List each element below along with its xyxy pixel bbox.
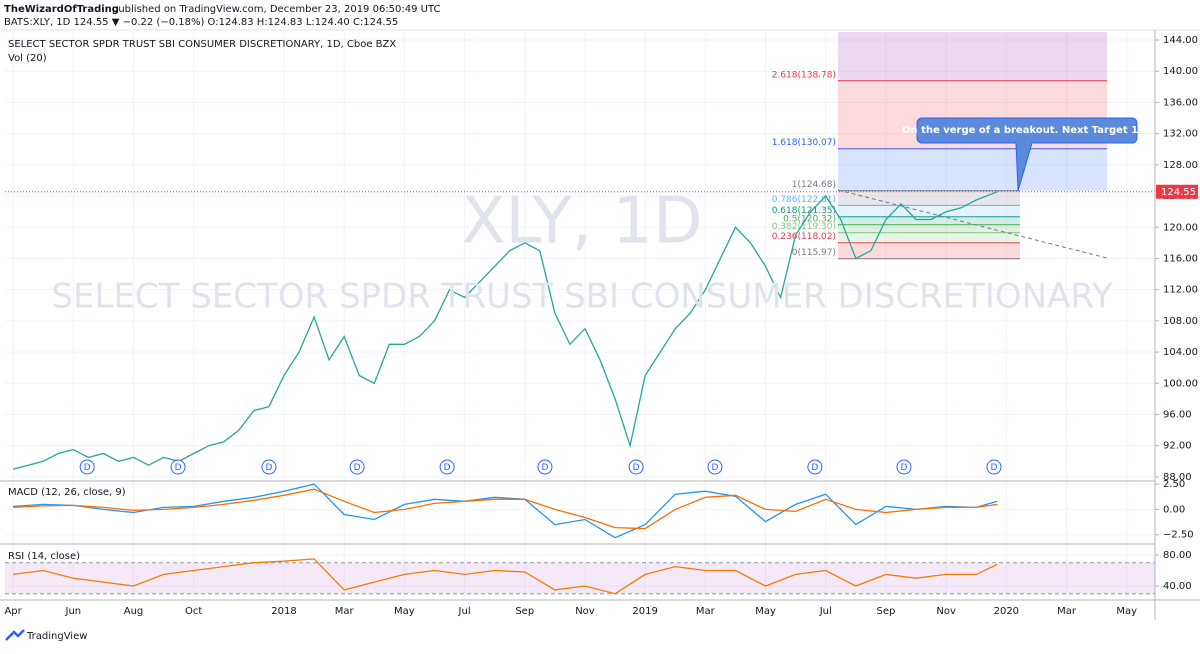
- fib-band: [838, 242, 1020, 259]
- fib-band: [838, 224, 1020, 233]
- x-tick-label: Oct: [185, 606, 202, 617]
- fib-band: [838, 216, 1020, 225]
- dividend-label: D: [541, 463, 548, 473]
- dividend-marker: [439, 459, 455, 475]
- y-tick-label: 100.00: [1163, 378, 1198, 389]
- y-tick-label: 96.00: [1163, 409, 1192, 420]
- fib-extension-bg: [838, 32, 1107, 81]
- trend-line: [837, 189, 1108, 259]
- chart-title: SELECT SECTOR SPDR TRUST SBI CONSUMER DI…: [8, 39, 396, 50]
- y-tick-label: 120.00: [1163, 222, 1198, 233]
- callout-box: [916, 117, 1138, 192]
- x-tick-label: Sep: [515, 606, 534, 617]
- fib-label: 0.5(120.32): [783, 214, 836, 224]
- x-tick-label: Mar: [696, 606, 716, 617]
- x-tick-label: Jul: [819, 606, 832, 617]
- fib-label: 2.618(138.78): [772, 70, 836, 80]
- macd-title: MACD (12, 26, close, 9): [8, 487, 126, 498]
- x-tick-label: May: [394, 606, 415, 617]
- y-tick-label: 108.00: [1163, 316, 1198, 327]
- dividend-marker: [628, 459, 644, 475]
- x-tick-label: 2019: [632, 606, 657, 617]
- x-tick-label: Nov: [936, 606, 956, 617]
- x-tick-label: May: [1116, 606, 1137, 617]
- y-tick-label: 132.00: [1163, 129, 1198, 140]
- series-line: [13, 558, 998, 595]
- dividend-label: D: [712, 463, 719, 473]
- fib-band: [838, 190, 1020, 206]
- x-tick-label: Sep: [877, 606, 896, 617]
- rsi-title: RSI (14, close): [8, 551, 80, 562]
- x-tick-label: Aug: [124, 606, 144, 617]
- fib-label: 1.618(130.07): [772, 138, 836, 148]
- dividend-label: D: [354, 463, 361, 473]
- x-tick-label: 2020: [994, 606, 1019, 617]
- x-tick-label: Apr: [4, 606, 22, 617]
- dividend-marker: [537, 459, 553, 475]
- watermark-name: SELECT SECTOR SPDR TRUST SBI CONSUMER DI…: [51, 277, 1112, 317]
- x-tick-label: Jul: [458, 606, 471, 617]
- dividend-label: D: [265, 463, 272, 473]
- y-tick-label: 140.00: [1163, 66, 1198, 77]
- y-tick-label: 116.00: [1163, 253, 1198, 264]
- symbol-line: BATS:XLY, 1D 124.55 ▼ −0.22 (−0.18%) O:1…: [4, 17, 398, 28]
- y-tick-label: 40.00: [1163, 581, 1192, 592]
- fib-label: 0.382(119.30): [772, 222, 836, 232]
- series-line: [13, 483, 998, 539]
- y-tick-label: 136.00: [1163, 97, 1198, 108]
- fib-label: 0.786(122.81): [772, 195, 836, 205]
- y-tick-label: 104.00: [1163, 347, 1198, 358]
- y-tick-label: 112.00: [1163, 285, 1198, 296]
- last-price-box: [1156, 184, 1198, 199]
- dividend-marker: [707, 459, 723, 475]
- brand-logo: [5, 629, 25, 641]
- y-tick-label: 144.00: [1163, 35, 1198, 46]
- dividend-marker: [896, 459, 912, 475]
- dividend-label: D: [991, 463, 998, 473]
- last-price-label: 124.55: [1161, 187, 1196, 198]
- x-tick-label: Nov: [575, 606, 595, 617]
- fib-label: 0.236(118.02): [772, 232, 836, 242]
- watermark-symbol: XLY, 1D: [462, 185, 703, 259]
- dividend-label: D: [633, 463, 640, 473]
- dividend-marker: [79, 459, 95, 475]
- dividend-marker: [807, 459, 823, 475]
- fib-label: 1(124.68): [792, 180, 836, 190]
- y-tick-label: 2.50: [1163, 479, 1185, 490]
- published: published on TradingView.com, December 2…: [112, 4, 441, 15]
- dividend-label: D: [811, 463, 818, 473]
- fib-band: [838, 148, 1107, 191]
- x-tick-label: Mar: [1057, 606, 1077, 617]
- series-line: [13, 488, 998, 530]
- brand-text: TradingView: [26, 631, 87, 642]
- dividend-marker: [349, 459, 365, 475]
- y-tick-label: 92.00: [1163, 441, 1192, 452]
- y-tick-label: −2.50: [1163, 530, 1194, 541]
- y-tick-label: 128.00: [1163, 160, 1198, 171]
- x-tick-label: Mar: [335, 606, 355, 617]
- dividend-label: D: [901, 463, 908, 473]
- dividend-label: D: [84, 463, 91, 473]
- dividend-marker: [261, 459, 277, 475]
- rsi-band: [5, 562, 1155, 594]
- fib-band: [838, 232, 1020, 243]
- y-tick-label: 80.00: [1163, 550, 1192, 561]
- fib-label: 0.618(121.35): [772, 206, 836, 216]
- y-tick-label: 88.00: [1163, 472, 1192, 483]
- dividend-label: D: [175, 463, 182, 473]
- x-tick-label: May: [755, 606, 776, 617]
- fib-label: 0(115.97): [792, 248, 836, 258]
- chart-subtitle: Vol (20): [8, 53, 47, 64]
- dividend-label: D: [444, 463, 451, 473]
- dividend-marker: [986, 459, 1002, 475]
- callout-text: On the verge of a breakout. Next Target …: [902, 125, 1152, 136]
- x-tick-label: Jun: [65, 606, 82, 617]
- fib-band: [838, 205, 1020, 217]
- dividend-marker: [170, 459, 186, 475]
- x-tick-label: 2018: [271, 606, 296, 617]
- brand[interactable]: TradingView: [5, 629, 87, 642]
- author: TheWizardOfTrading: [4, 4, 119, 15]
- y-tick-label: 0.00: [1163, 504, 1185, 515]
